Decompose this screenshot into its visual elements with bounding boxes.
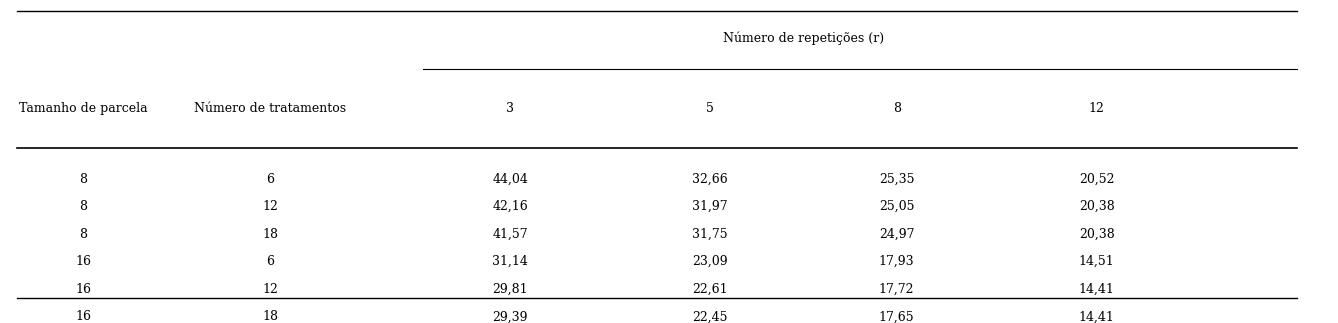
Text: 6: 6: [266, 255, 274, 268]
Text: 17,72: 17,72: [879, 283, 914, 296]
Text: 17,65: 17,65: [879, 310, 914, 323]
Text: 20,38: 20,38: [1078, 228, 1115, 241]
Text: 32,66: 32,66: [692, 172, 728, 185]
Text: 3: 3: [506, 102, 514, 115]
Text: Número de tratamentos: Número de tratamentos: [194, 102, 347, 115]
Text: 17,93: 17,93: [879, 255, 914, 268]
Text: 29,39: 29,39: [492, 310, 527, 323]
Text: Tamanho de parcela: Tamanho de parcela: [19, 102, 147, 115]
Text: 31,97: 31,97: [692, 200, 728, 213]
Text: 6: 6: [266, 172, 274, 185]
Text: 22,61: 22,61: [692, 283, 728, 296]
Text: 42,16: 42,16: [492, 200, 529, 213]
Text: 31,75: 31,75: [692, 228, 728, 241]
Text: 31,14: 31,14: [492, 255, 529, 268]
Text: 14,51: 14,51: [1078, 255, 1115, 268]
Text: 29,81: 29,81: [492, 283, 529, 296]
Text: 12: 12: [262, 200, 278, 213]
Text: 16: 16: [75, 255, 91, 268]
Text: 14,41: 14,41: [1078, 310, 1115, 323]
Text: 16: 16: [75, 283, 91, 296]
Text: 22,45: 22,45: [692, 310, 728, 323]
Text: 25,35: 25,35: [879, 172, 914, 185]
Text: 20,38: 20,38: [1078, 200, 1115, 213]
Text: 20,52: 20,52: [1078, 172, 1115, 185]
Text: 8: 8: [892, 102, 900, 115]
Text: 23,09: 23,09: [692, 255, 728, 268]
Text: 8: 8: [79, 200, 87, 213]
Text: 8: 8: [79, 172, 87, 185]
Text: 12: 12: [262, 283, 278, 296]
Text: Número de repetições (r): Número de repetições (r): [723, 31, 884, 45]
Text: 18: 18: [262, 228, 278, 241]
Text: 12: 12: [1089, 102, 1105, 115]
Text: 24,97: 24,97: [879, 228, 914, 241]
Text: 44,04: 44,04: [492, 172, 529, 185]
Text: 16: 16: [75, 310, 91, 323]
Text: 41,57: 41,57: [492, 228, 529, 241]
Text: 8: 8: [79, 228, 87, 241]
Text: 14,41: 14,41: [1078, 283, 1115, 296]
Text: 5: 5: [706, 102, 714, 115]
Text: 25,05: 25,05: [879, 200, 914, 213]
Text: 18: 18: [262, 310, 278, 323]
